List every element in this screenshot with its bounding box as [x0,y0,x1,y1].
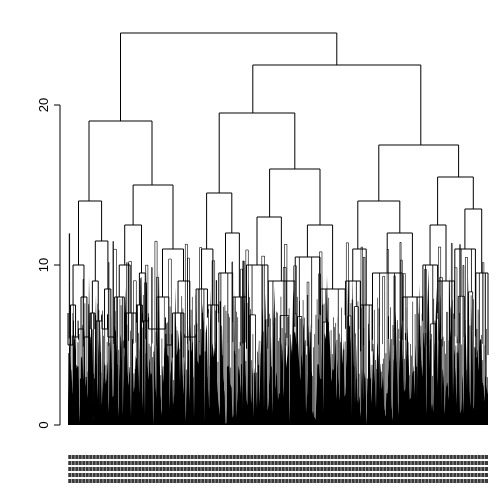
ytick-label: 10 [36,258,51,272]
ytick-label: 20 [36,98,51,112]
dendrogram-plot: 0 10 20 [0,0,504,504]
ytick-label: 0 [36,421,51,428]
